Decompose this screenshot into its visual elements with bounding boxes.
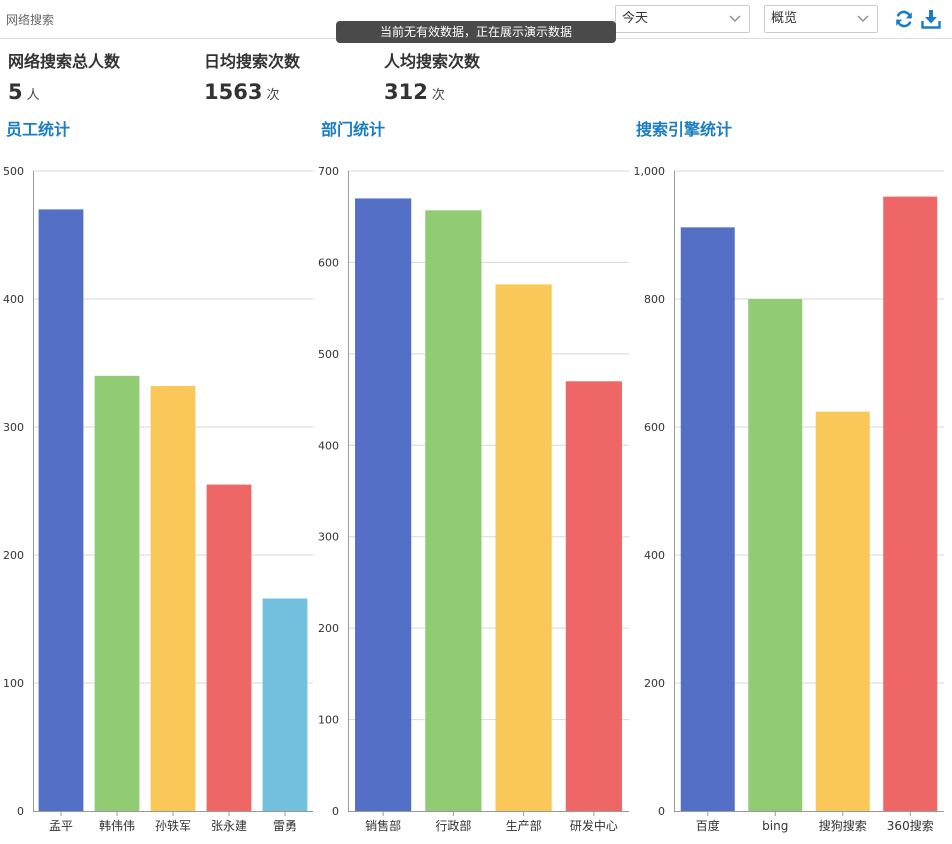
- x-tick-label: 研发中心: [570, 818, 618, 833]
- stat-unit: 次: [431, 88, 445, 103]
- date-range-select[interactable]: 今天: [615, 5, 750, 33]
- chevron-down-icon: [857, 15, 869, 22]
- x-tick-label: 韩伟伟: [99, 818, 135, 833]
- view-mode-select[interactable]: 概览: [764, 5, 878, 33]
- y-tick-label: 400: [644, 549, 665, 562]
- y-tick-label: 500: [318, 348, 339, 361]
- bar-bing[interactable]: [748, 299, 803, 811]
- y-tick-label: 200: [644, 677, 665, 690]
- top-bar: 网络搜索 今天 概览: [0, 0, 952, 39]
- chart-svg: 0 100 200 300 400 500 600 700 销售部 行政部 生产部 研发中心: [318, 165, 629, 833]
- bar-生产部[interactable]: [495, 284, 552, 811]
- y-tick-label: 200: [318, 622, 339, 635]
- bar-张永建[interactable]: [206, 484, 252, 811]
- y-tick-label: 0: [332, 805, 339, 818]
- stat-value: 1563: [204, 80, 263, 104]
- y-tick-label: 1,000: [634, 165, 666, 178]
- y-tick-label: 600: [318, 256, 339, 269]
- y-tick-label: 0: [17, 805, 24, 818]
- refresh-icon[interactable]: [894, 9, 914, 29]
- stat-label: 网络搜索总人数: [8, 52, 121, 71]
- stat-value: 5: [8, 80, 23, 104]
- x-tick-label: 360搜索: [887, 818, 934, 833]
- y-tick-label: 400: [318, 439, 339, 452]
- y-tick-label: 0: [658, 805, 665, 818]
- bar-行政部[interactable]: [425, 210, 482, 812]
- y-tick-label: 200: [3, 549, 24, 562]
- x-tick-label: bing: [762, 819, 788, 833]
- chart-svg: 0 200 400 600 800 1,000 百度 bing 搜狗搜索 360搜索: [634, 165, 944, 833]
- y-tick-label: 400: [3, 293, 24, 306]
- bar-孟平[interactable]: [38, 209, 84, 811]
- y-tick-label: 700: [318, 165, 339, 178]
- bar-孙轶军[interactable]: [150, 386, 196, 811]
- y-tick-label: 500: [3, 165, 24, 178]
- x-tick-label: 孙轶军: [155, 819, 191, 833]
- x-tick-label: 销售部: [365, 818, 401, 833]
- section-title-employee: 员工统计: [6, 120, 71, 139]
- bar-360搜索[interactable]: [883, 196, 938, 812]
- engine-bar-chart: 0 200 400 600 800 1,000 百度 bing 搜狗搜索 360搜索: [632, 150, 952, 844]
- y-tick-label: 300: [318, 531, 339, 544]
- x-tick-label: 雷勇: [273, 819, 297, 833]
- bar-雷勇[interactable]: [262, 598, 308, 811]
- y-tick-label: 100: [318, 714, 339, 727]
- date-range-value: 今天: [622, 11, 649, 26]
- chart-svg: 0 100 200 300 400 500 孟平 韩伟伟 孙轶军 张永建 雷勇: [3, 165, 313, 833]
- department-bar-chart: 0 100 200 300 400 500 600 700 销售部 行政部 生产部 研发中心: [316, 150, 632, 844]
- stat-label: 日均搜索次数: [204, 52, 301, 71]
- section-title-department: 部门统计: [321, 120, 386, 139]
- bar-韩伟伟[interactable]: [94, 375, 140, 811]
- y-tick-label: 100: [3, 677, 24, 690]
- chevron-down-icon: [729, 15, 741, 22]
- x-tick-label: 搜狗搜索: [819, 818, 867, 833]
- bar-销售部[interactable]: [355, 198, 412, 811]
- x-tick-label: 孟平: [49, 819, 73, 833]
- stat-unit: 次: [266, 88, 280, 103]
- employee-bar-chart: 0 100 200 300 400 500 孟平 韩伟伟 孙轶军 张永建 雷勇: [0, 150, 316, 844]
- demo-data-toast: 当前无有效数据，正在展示演示数据: [336, 21, 616, 43]
- x-tick-label: 行政部: [435, 818, 471, 833]
- bar-搜狗搜索[interactable]: [815, 411, 870, 811]
- download-icon[interactable]: [921, 9, 941, 29]
- stat-value: 312: [384, 80, 428, 104]
- stat-searches-per-user: 人均搜索次数 312 次: [384, 48, 480, 104]
- y-tick-label: 600: [644, 421, 665, 434]
- bar-百度[interactable]: [680, 227, 735, 811]
- section-title-engine: 搜索引擎统计: [636, 120, 733, 139]
- y-tick-label: 800: [644, 293, 665, 306]
- page-title: 网络搜索: [6, 13, 55, 27]
- x-tick-label: 张永建: [211, 819, 247, 833]
- stat-daily-searches: 日均搜索次数 1563 次: [204, 48, 300, 104]
- stat-unit: 人: [26, 88, 40, 103]
- y-tick-label: 300: [3, 421, 24, 434]
- x-tick-label: 生产部: [506, 818, 542, 833]
- view-mode-value: 概览: [771, 11, 798, 26]
- bar-研发中心[interactable]: [565, 381, 622, 811]
- x-tick-label: 百度: [696, 818, 720, 833]
- stat-label: 人均搜索次数: [384, 52, 481, 71]
